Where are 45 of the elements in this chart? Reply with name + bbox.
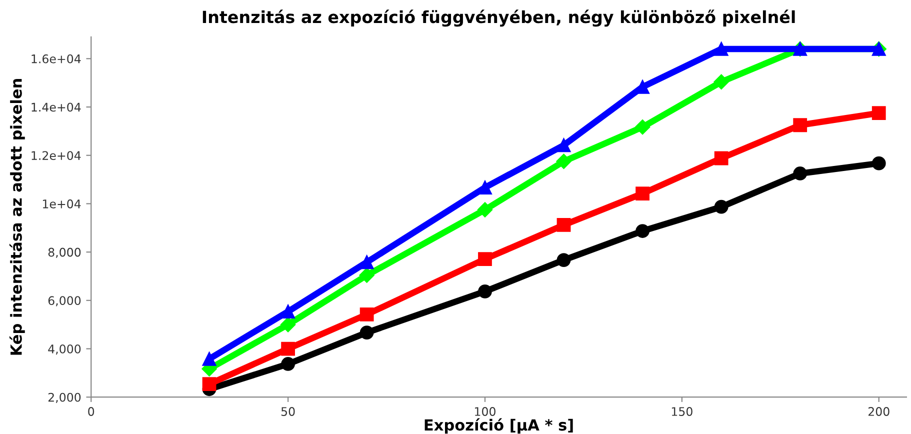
point <box>281 357 295 371</box>
point <box>478 180 492 194</box>
point <box>478 284 492 298</box>
point <box>714 74 729 90</box>
x-axis-title: Expozíció [µA * s] <box>424 418 573 434</box>
point <box>202 352 216 366</box>
y-tick-label: 8,000 <box>48 248 81 258</box>
y-axis-title: Kép intenzitása az adott pixelen <box>9 79 25 355</box>
point <box>793 118 808 132</box>
x-tick-label: 100 <box>475 407 496 416</box>
point <box>202 377 216 391</box>
point <box>360 326 374 340</box>
point <box>281 304 295 318</box>
y-tick-label: 6,000 <box>48 296 81 306</box>
point <box>636 186 650 200</box>
y-tick-label: 4,000 <box>48 344 81 355</box>
point <box>714 200 728 214</box>
point <box>477 202 493 218</box>
point <box>793 166 808 180</box>
point <box>556 138 571 152</box>
x-tick-label: 200 <box>868 407 890 416</box>
x-tick-label: 50 <box>281 407 295 416</box>
point <box>634 119 650 135</box>
chart-title: Intenzitás az expozíció függvényében, négy különböző pixelnél <box>202 10 795 27</box>
point <box>556 154 572 169</box>
point <box>872 156 886 170</box>
y-tick-label: 1.2e+04 <box>32 151 81 160</box>
point <box>714 42 728 56</box>
point <box>556 253 571 267</box>
point <box>360 307 374 322</box>
y-tick-label: 1e+04 <box>42 199 81 208</box>
point <box>714 151 728 166</box>
point <box>478 252 492 266</box>
y-tick-label: 2,000 <box>48 392 81 403</box>
point <box>556 218 571 232</box>
point <box>359 268 374 283</box>
x-tick-label: 0 <box>88 407 94 416</box>
y-tick-label: 1.4e+04 <box>32 102 81 112</box>
point <box>872 106 886 120</box>
point <box>281 342 295 356</box>
point <box>636 224 650 238</box>
point <box>280 317 296 332</box>
point <box>360 255 374 270</box>
x-tick-label: 150 <box>672 407 692 416</box>
y-tick-label: 1.6e+04 <box>32 54 81 64</box>
